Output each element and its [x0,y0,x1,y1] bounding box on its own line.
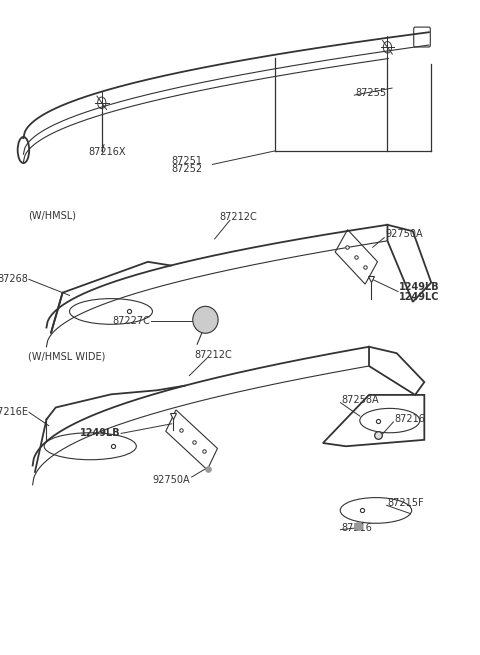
Text: 87251: 87251 [171,156,203,166]
Text: (W/HMSL): (W/HMSL) [28,210,76,220]
Text: 87215F: 87215F [387,498,424,508]
Text: 1249LC: 1249LC [399,291,440,302]
Text: 87268: 87268 [0,274,28,284]
Text: 92750A: 92750A [385,229,423,240]
Text: 1249LB: 1249LB [399,282,440,292]
Text: 92750A: 92750A [152,476,190,485]
Text: 87216E: 87216E [0,407,28,417]
Text: 87255: 87255 [355,88,386,98]
Text: 87258A: 87258A [341,395,379,405]
Text: 87212C: 87212C [219,212,257,222]
Text: 1249LB: 1249LB [80,428,120,438]
Text: 87216X: 87216X [88,147,125,157]
Ellipse shape [193,307,218,333]
Text: 87227C: 87227C [112,316,150,326]
Text: 87212C: 87212C [194,350,232,360]
Text: 87216: 87216 [395,415,425,424]
Text: (W/HMSL WIDE): (W/HMSL WIDE) [28,351,106,362]
Text: 87216: 87216 [341,523,372,533]
Text: 87252: 87252 [171,164,203,174]
